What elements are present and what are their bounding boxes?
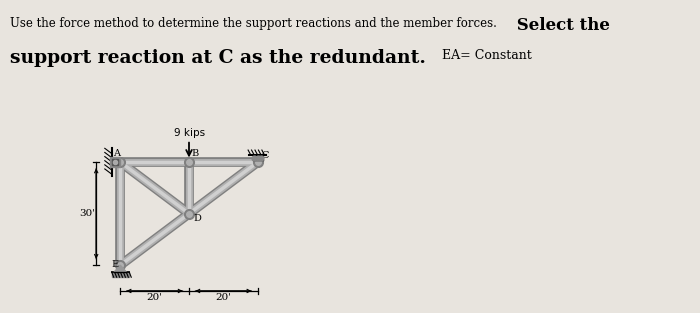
Text: B: B <box>192 149 199 158</box>
Text: Use the force method to determine the support reactions and the member forces.: Use the force method to determine the su… <box>10 17 498 30</box>
Text: 9 kips: 9 kips <box>174 128 204 138</box>
Text: 30': 30' <box>80 209 96 218</box>
Text: D: D <box>193 214 201 223</box>
Text: E: E <box>112 260 119 269</box>
Text: C: C <box>261 151 269 160</box>
Text: EA= Constant: EA= Constant <box>438 49 531 62</box>
Polygon shape <box>114 265 127 272</box>
Text: 20': 20' <box>146 293 162 301</box>
Text: 20': 20' <box>216 293 232 301</box>
Bar <box>112 272 129 277</box>
Text: A: A <box>113 149 120 158</box>
Text: support reaction at C as the redundant.: support reaction at C as the redundant. <box>10 49 426 67</box>
Text: Select the: Select the <box>511 17 610 34</box>
